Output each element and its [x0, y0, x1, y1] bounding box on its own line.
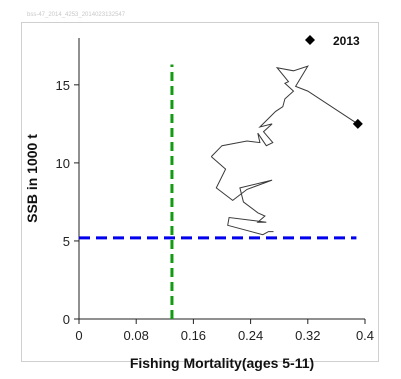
y-axis-label: SSB in 1000 t	[24, 134, 40, 223]
x-tick-label-4: 0.32	[295, 328, 320, 343]
chart-frame	[21, 22, 379, 362]
y-tick-label-1: 5	[63, 234, 70, 249]
legend-diamond-marker	[305, 35, 315, 45]
x-tick-label-1: 0.08	[124, 328, 149, 343]
y-tick-label-3: 15	[56, 78, 70, 93]
x-tick-label-0: 0	[75, 328, 82, 343]
watermark-text: bss-47_2014_4253_2014023132547	[27, 12, 126, 18]
series-line-lower	[210, 156, 274, 236]
y-tick-label-2: 10	[56, 156, 70, 171]
series-layer	[210, 65, 363, 236]
legend-label: 2013	[333, 34, 360, 48]
legend: 2013	[305, 34, 360, 48]
series-line-upper	[210, 65, 359, 157]
x-axis-label: Fishing Mortality(ages 5-11)	[130, 355, 314, 371]
y-tick-label-0: 0	[63, 312, 70, 327]
axes: 0 0.08 0.16 0.24 0.32 0.4 0 5 10 15	[56, 38, 374, 343]
x-tick-label-5: 0.4	[356, 328, 374, 343]
terminal-point-marker	[352, 118, 363, 129]
x-tick-label-2: 0.16	[181, 328, 206, 343]
reference-lines	[79, 64, 357, 319]
x-tick-label-3: 0.24	[238, 328, 263, 343]
